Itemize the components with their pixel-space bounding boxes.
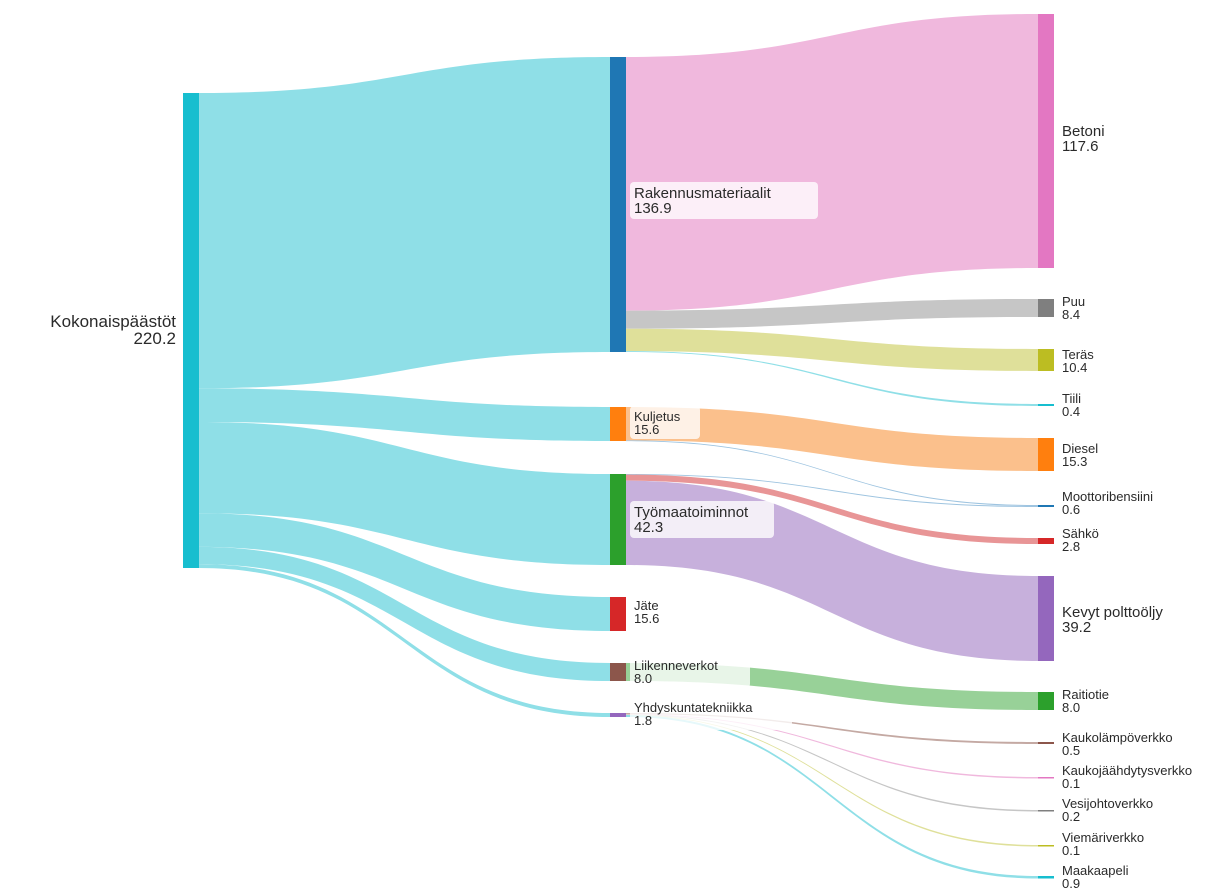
node-label-teras: Teräs 10.4: [1062, 347, 1094, 375]
node-bar-kaukojaah: [1038, 777, 1054, 779]
node-label-sahko: Sähkö 2.8: [1062, 526, 1099, 554]
node-bar-liikenne: [610, 663, 626, 681]
node-label-vesijohtoverkko: Vesijohtoverkko 0.2: [1062, 796, 1154, 824]
link-yhdys-to-maakaapeli: [626, 715, 1038, 879]
node-bar-moottori: [1038, 505, 1054, 507]
node-label-betoni: Betoni 117.6: [1062, 123, 1105, 155]
node-label-liikenneverkot: Liikenneverkot 8.0: [630, 655, 750, 688]
link-rakennus-to-puu: [626, 299, 1038, 329]
node-label-kaukolampoverkko: Kaukolämpöverkko 0.5: [1062, 730, 1173, 758]
link-kuljetus-to-moottori: [626, 440, 1038, 506]
node-bar-teras: [1038, 349, 1054, 371]
node-label-puu: Puu 8.4: [1062, 294, 1086, 322]
link-total-to-yhdys: [199, 564, 610, 717]
node-bar-tyomaa: [610, 474, 626, 565]
node-bar-rakennus: [610, 57, 626, 352]
link-total-to-kuljetus: [199, 388, 610, 441]
link-rakennus-to-teras: [626, 328, 1038, 371]
node-label-viemariverkko: Viemäriverkko 0.1: [1062, 830, 1145, 858]
node-bar-kuljetus: [610, 407, 626, 441]
link-rakennus-to-betoni: [626, 14, 1038, 311]
node-label-kuljetus: Kuljetus 15.6: [630, 406, 700, 439]
link-total-to-tyomaa: [199, 421, 610, 565]
link-yhdys-to-viemari: [626, 714, 1038, 847]
link-total-to-jate: [199, 513, 610, 631]
node-label-tyomaatoiminnot: Työmaatoiminnot 42.3: [630, 501, 774, 538]
node-label-diesel: Diesel 15.3: [1062, 441, 1099, 469]
node-bar-sahko: [1038, 538, 1054, 544]
node-bar-maakaapeli: [1038, 876, 1054, 879]
node-label-jate: Jäte 15.6: [634, 598, 660, 626]
node-label-kevyt-polttooljy: Kevyt polttoöljy 39.2: [1062, 604, 1163, 636]
link-rakennus-to-tiili: [626, 351, 1038, 406]
node-bar-jate: [610, 597, 626, 631]
node-bar-kevyt: [1038, 576, 1054, 661]
link-kuljetus-to-diesel: [626, 407, 1038, 471]
node-bar-total: [183, 93, 199, 568]
node-label-rakennusmateriaalit: Rakennusmateriaalit 136.9: [630, 182, 818, 219]
node-bar-raitiotie: [1038, 692, 1054, 710]
node-label-kokonaispaastot: Kokonaispäästöt 220.2: [50, 312, 176, 348]
node-bar-puu: [1038, 299, 1054, 317]
link-yhdys-to-vesijohto: [626, 714, 1038, 812]
link-total-to-liikenne: [199, 546, 610, 681]
node-bar-vesijohto: [1038, 810, 1054, 812]
link-yhdys-to-kaukojaah: [626, 714, 1038, 779]
node-bar-viemari: [1038, 845, 1054, 847]
node-label-tiili: Tiili 0.4: [1062, 391, 1082, 419]
node-label-kaukojaahdytysverkko: Kaukojäähdytysverkko 0.1: [1062, 763, 1193, 791]
link-tyomaa-to-sahko: [626, 474, 1038, 544]
link-layer: [199, 14, 1038, 879]
node-bar-kaukolampo: [1038, 742, 1054, 744]
link-tyomaa-to-moottori: [626, 474, 1038, 507]
node-label-raitiotie: Raitiotie 8.0: [1062, 687, 1109, 715]
node-label-maakaapeli: Maakaapeli 0.9: [1062, 863, 1129, 891]
node-bar-tiili: [1038, 404, 1054, 406]
node-label-yhdyskuntatekniikka: Yhdyskuntatekniikka 1.8: [630, 697, 792, 730]
node-layer: [183, 14, 1054, 879]
node-label-moottoribensiini: Moottoribensiini 0.6: [1062, 489, 1154, 517]
link-yhdys-to-kaukolampo: [626, 713, 1038, 744]
link-total-to-rakennus: [199, 57, 610, 389]
node-bar-yhdys: [610, 713, 626, 717]
node-bar-diesel: [1038, 438, 1054, 471]
node-bar-betoni: [1038, 14, 1054, 268]
